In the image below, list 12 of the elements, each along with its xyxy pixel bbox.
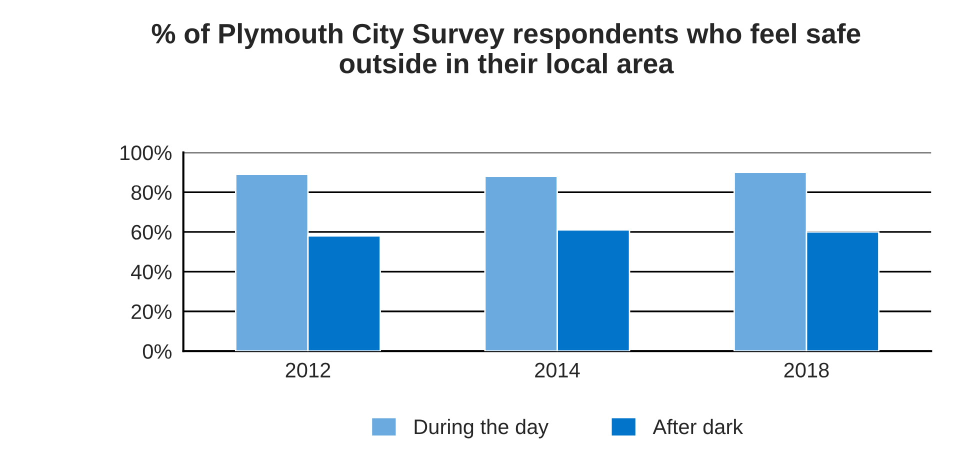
x-tick-label: 2014 [535, 362, 580, 378]
y-tick-label: 0% [142, 344, 172, 359]
chart-title: % of Plymouth City Survey respondents who feel safe outside in their local area [152, 23, 860, 74]
x-tick-label: 2012 [286, 362, 330, 378]
y-tick-label: 60% [132, 224, 172, 240]
y-tick-label: 80% [131, 185, 172, 200]
legend-label: During the day [414, 418, 549, 438]
y-tick-label: 40% [131, 264, 172, 280]
x-tick-label: 2018 [784, 362, 829, 378]
y-tick-label: 100% [120, 145, 172, 160]
y-tick-label: 20% [132, 304, 172, 320]
legend-label: After dark [652, 418, 744, 434]
